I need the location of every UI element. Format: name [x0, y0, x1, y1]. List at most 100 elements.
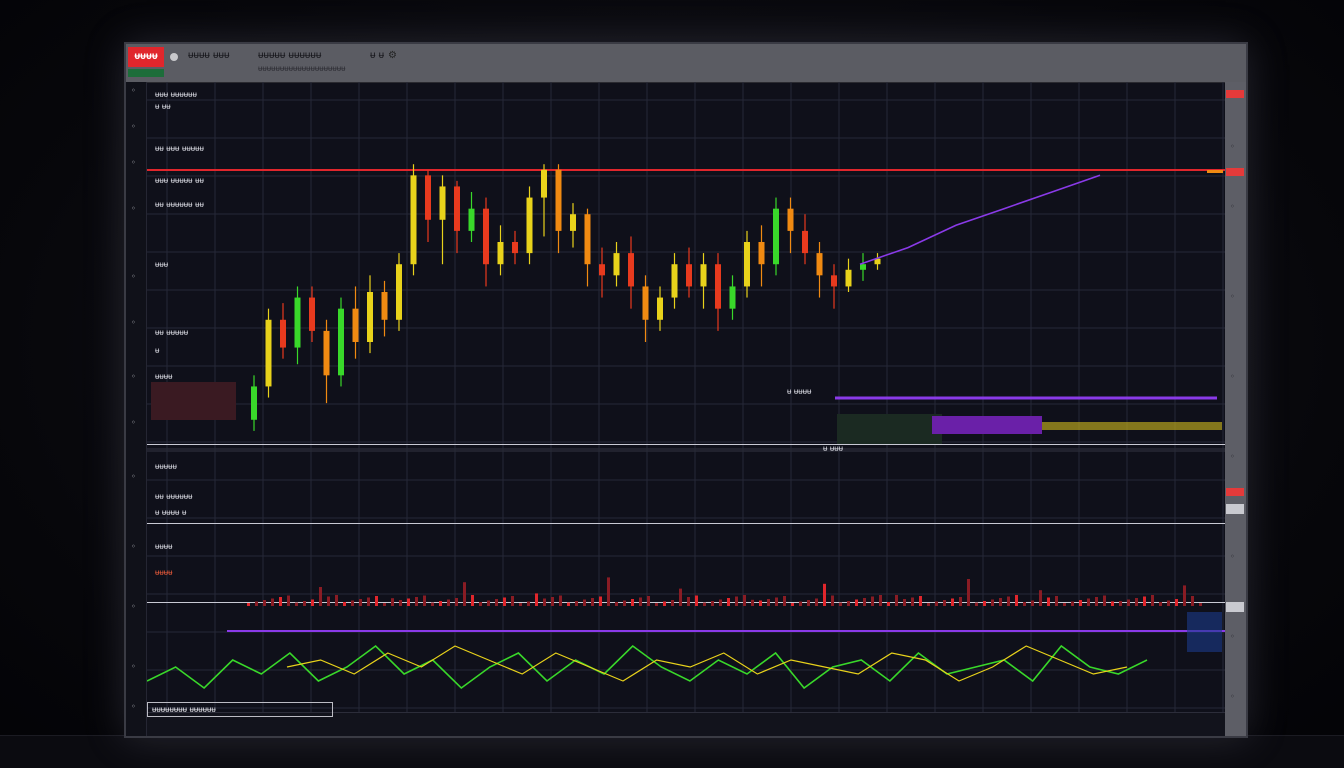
oscillator-bar	[927, 603, 930, 606]
oscillator-bar	[1111, 601, 1114, 606]
oscillator-bar	[495, 599, 498, 606]
brand-logo[interactable]: ᵾᵾᵾᵾ	[128, 47, 164, 67]
tool-icon[interactable]: ◦	[131, 702, 136, 711]
info-line: ᵾᵾᵾ	[155, 260, 169, 269]
oscillator-bar	[319, 587, 322, 606]
status-box[interactable]: ᵾᵾᵾᵾᵾᵾᵾᵾ ᵾᵾᵾᵾᵾᵾ	[147, 702, 333, 717]
oscillator-bar	[551, 597, 554, 606]
oscillator-bar	[703, 602, 706, 606]
oscillator-bar	[415, 597, 418, 606]
oscillator-bar	[991, 599, 994, 606]
tool-icon[interactable]: ◦	[131, 122, 136, 131]
oscillator-bar	[767, 599, 770, 606]
heatmap-block	[151, 170, 1223, 444]
oscillator-bar	[975, 602, 978, 606]
tool-icon[interactable]: ◦	[131, 158, 136, 167]
price-chart[interactable]	[146, 82, 1225, 712]
info-line: ᵾᵾ ᵾᵾᵾᵾᵾᵾ ᵾᵾ	[155, 200, 204, 209]
candle	[613, 253, 620, 276]
tool-icon[interactable]: ◦	[131, 542, 136, 551]
oscillator-bar	[815, 598, 818, 606]
oscillator-bar	[647, 596, 650, 606]
candle	[555, 169, 562, 231]
oscillator-bar	[751, 599, 754, 606]
candle	[787, 208, 794, 231]
oscillator-bar	[471, 595, 474, 606]
oscillator-bar	[303, 601, 306, 606]
symbol-name[interactable]: ᵾᵾᵾᵾ ᵾᵾᵾ	[188, 50, 230, 61]
oscillator-bar	[967, 579, 970, 606]
oscillator-bar	[671, 600, 674, 606]
candle	[381, 292, 388, 320]
tool-icon[interactable]: ◦	[131, 372, 136, 381]
tool-icon[interactable]: ◦	[131, 662, 136, 671]
settings-icon[interactable]: ⚙	[388, 50, 397, 61]
oscillator-bar	[687, 597, 690, 606]
oscillator-bar	[839, 602, 842, 606]
timeframe-label[interactable]: ᵾ ᵾ	[370, 50, 385, 61]
oscillator-bar	[711, 601, 714, 606]
monitor-screen: ᵾᵾᵾᵾ ᵾᵾᵾᵾ ᵾᵾᵾ ᵾᵾᵾᵾᵾ ᵾᵾᵾᵾᵾᵾ ᵾ ᵾ ᵾᵾᵾᵾᵾᵾᵾᵾᵾ…	[124, 42, 1248, 738]
candle	[512, 242, 518, 254]
tool-icon[interactable]: ◦	[131, 418, 136, 427]
pane-divider	[147, 523, 1225, 524]
candle	[323, 330, 330, 376]
oscillator-bar	[399, 600, 402, 606]
oscillator-bar	[447, 599, 450, 606]
info-line: ᵾᵾ ᵾᵾᵾ ᵾᵾᵾᵾᵾ	[155, 144, 204, 153]
oscillator-bar	[391, 598, 394, 606]
tool-icon[interactable]: ◦	[131, 318, 136, 327]
oscillator-bar	[1063, 603, 1066, 606]
oscillator-bar	[455, 598, 458, 606]
tool-icon[interactable]: ◦	[131, 204, 136, 213]
oscillator-highlight	[1187, 612, 1222, 652]
price-axis[interactable]: ◦ ◦ ◦ ◦ ◦ ◦ ◦ ◦	[1225, 82, 1246, 736]
pane-divider	[147, 602, 1225, 603]
alert-price-tag	[1226, 488, 1244, 496]
candle	[671, 264, 678, 298]
oscillator-bar	[1183, 585, 1186, 606]
candle	[526, 197, 533, 254]
candle	[439, 186, 446, 220]
oscillator-bar	[831, 595, 834, 606]
brand-status-bar	[128, 69, 164, 77]
price-tick: ◦	[1230, 452, 1235, 461]
tool-icon[interactable]: ◦	[131, 602, 136, 611]
candle	[483, 208, 489, 265]
oscillator-bar	[591, 598, 594, 606]
pane-divider	[147, 444, 1225, 445]
oscillator-bar	[951, 598, 954, 606]
candle	[367, 292, 373, 342]
tool-icon[interactable]: ◦	[131, 472, 136, 481]
candle	[700, 264, 707, 287]
info-line: ᵾᵾᵾ ᵾᵾᵾᵾᵾ ᵾᵾ	[155, 176, 204, 185]
tool-icon[interactable]: ◦	[131, 272, 136, 281]
oscillator-bar	[327, 596, 330, 606]
oscillator-line	[146, 644, 1148, 690]
oscillator-bar	[583, 599, 586, 606]
oscillator-bar	[919, 596, 922, 606]
chart-area[interactable]: ᵾᵾᵾ ᵾᵾᵾᵾᵾᵾ ᵾ ᵾᵾ ᵾᵾ ᵾᵾᵾ ᵾᵾᵾᵾᵾ ᵾᵾᵾ ᵾᵾᵾᵾᵾ ᵾ…	[146, 82, 1225, 712]
price-tick: ◦	[1230, 202, 1235, 211]
oscillator-bar	[1047, 597, 1050, 606]
oscillator-bar	[295, 602, 298, 606]
oscillator-bar	[575, 601, 578, 606]
oscillator-bar	[367, 597, 370, 606]
oscillator-bar	[559, 595, 562, 606]
symbol-icon[interactable]	[170, 53, 178, 61]
oscillator-bar	[623, 600, 626, 606]
oscillator-bar	[271, 598, 274, 606]
oscillator-bar	[423, 595, 426, 606]
oscillator-bar	[1055, 596, 1058, 606]
oscillator-bar	[1199, 603, 1202, 606]
oscillator-bar	[335, 595, 338, 606]
oscillator-bar	[1095, 597, 1098, 606]
candle	[280, 319, 286, 348]
tool-icon[interactable]: ◦	[131, 86, 136, 95]
candle	[744, 242, 750, 287]
oscillator-bar	[543, 598, 546, 606]
title-subtitle: ᵾᵾᵾᵾᵾᵾᵾᵾᵾᵾᵾᵾᵾᵾᵾᵾᵾᵾᵾᵾ	[258, 64, 346, 73]
oscillator-bar	[823, 583, 826, 606]
candle	[265, 319, 272, 387]
left-toolbar: ◦ ◦ ◦ ◦ ◦ ◦ ◦ ◦ ◦ ◦ ◦ ◦ ◦	[126, 82, 147, 736]
